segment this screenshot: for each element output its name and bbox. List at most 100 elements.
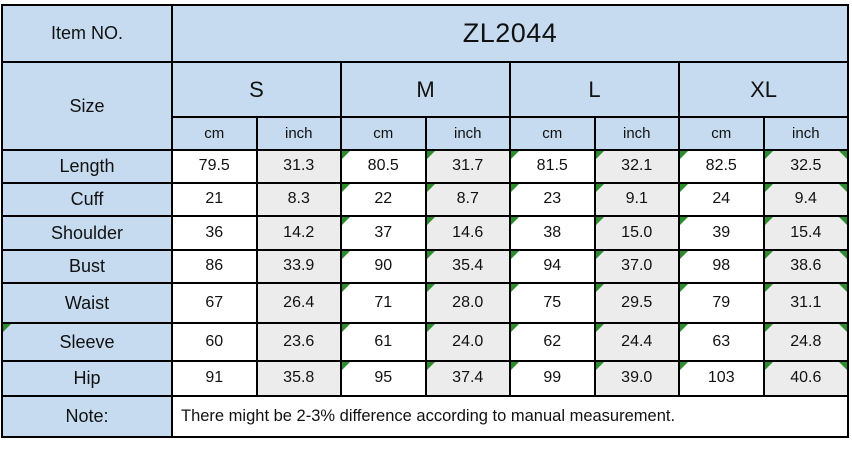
value-cell: 79: [678, 282, 765, 324]
value-cell: 29.5: [593, 282, 680, 324]
size-header-s: S: [171, 61, 342, 118]
cell-corner-flag-icon: [680, 325, 688, 332]
value-cell: 90: [340, 249, 427, 284]
value-cell: 37.0: [593, 249, 680, 284]
cell-corner-flag-icon: [427, 325, 435, 332]
cell-corner-flag-icon: [511, 252, 519, 259]
value-cell: 35.4: [424, 249, 511, 284]
value-cell: 15.4: [762, 215, 850, 251]
value-cell: 98: [678, 249, 765, 284]
row-label-waist: Waist: [1, 282, 173, 324]
value-cell: 22: [340, 182, 427, 217]
cell-corner-flag-icon: [839, 325, 847, 332]
cell-corner-flag-icon: [839, 363, 847, 370]
cell-corner-flag-icon: [427, 218, 435, 225]
size-header-row: Size S M L XL: [1, 61, 850, 151]
value-cell: 60: [171, 322, 258, 362]
unit-header-inch: inch: [255, 116, 342, 151]
value-cell: 28.0: [424, 282, 511, 324]
cell-corner-flag-icon: [839, 218, 847, 225]
cell-corner-flag-icon: [765, 285, 773, 292]
note-row: Note: There might be 2-3% difference acc…: [1, 395, 850, 438]
value-cell: 37: [340, 215, 427, 251]
value-cell: 15.0: [593, 215, 680, 251]
item-no-label: Item NO.: [1, 4, 173, 63]
value-cell: 71: [340, 282, 427, 324]
cell-corner-flag-icon: [427, 252, 435, 259]
table-row-waist: Waist 67 26.4 71 28.0 75 29.5 79 31.1: [1, 282, 850, 324]
cell-corner-flag-icon: [427, 152, 435, 159]
value-cell: 31.1: [762, 282, 850, 324]
size-chart-table: Item NO. ZL2044 Size S M L XL cm inch cm…: [1, 4, 850, 438]
value-cell: 39: [678, 215, 765, 251]
value-cell: 40.6: [762, 360, 850, 397]
cell-corner-flag-icon: [596, 218, 604, 225]
cell-corner-flag-icon: [680, 363, 688, 370]
value-cell: 61: [340, 322, 427, 362]
row-label-sleeve: Sleeve: [1, 322, 173, 362]
row-label-length: Length: [1, 149, 173, 184]
cell-corner-flag-icon: [596, 325, 604, 332]
cell-corner-flag-icon: [839, 252, 847, 259]
value-cell: 31.3: [255, 149, 342, 184]
cell-corner-flag-icon: [680, 152, 688, 159]
table-row-bust: Bust 86 33.9 90 35.4 94 37.0 98 38.6: [1, 249, 850, 284]
value-cell: 35.8: [255, 360, 342, 397]
cell-corner-flag-icon: [596, 285, 604, 292]
value-cell: 32.1: [593, 149, 680, 184]
value-cell: 8.3: [255, 182, 342, 217]
note-label: Note:: [1, 395, 173, 438]
unit-header-cm: cm: [171, 116, 258, 151]
cell-corner-flag-icon: [596, 152, 604, 159]
cell-corner-flag-icon: [342, 185, 350, 192]
cell-corner-flag-icon: [342, 363, 350, 370]
cell-corner-flag-icon: [511, 185, 519, 192]
value-cell: 86: [171, 249, 258, 284]
value-cell: 9.1: [593, 182, 680, 217]
cell-corner-flag-icon: [765, 325, 773, 332]
table-row-cuff: Cuff 21 8.3 22 8.7 23 9.1 24 9.4: [1, 182, 850, 217]
value-cell: 103: [678, 360, 765, 397]
row-label-shoulder: Shoulder: [1, 215, 173, 251]
size-label: Size: [1, 61, 173, 151]
cell-corner-flag-icon: [427, 363, 435, 370]
row-label-bust: Bust: [1, 249, 173, 284]
value-cell: 79.5: [171, 149, 258, 184]
cell-corner-flag-icon: [342, 152, 350, 159]
cell-corner-flag-icon: [680, 285, 688, 292]
unit-header-inch: inch: [593, 116, 680, 151]
cell-corner-flag-icon: [342, 252, 350, 259]
cell-corner-flag-icon: [765, 252, 773, 259]
cell-corner-flag-icon: [596, 185, 604, 192]
value-cell: 21: [171, 182, 258, 217]
value-cell: 23: [509, 182, 596, 217]
cell-corner-flag-icon: [342, 285, 350, 292]
cell-corner-flag-icon: [511, 285, 519, 292]
value-cell: 95: [340, 360, 427, 397]
cell-corner-flag-icon: [839, 152, 847, 159]
cell-corner-flag-icon: [765, 363, 773, 370]
cell-corner-flag-icon: [427, 185, 435, 192]
value-cell: 38: [509, 215, 596, 251]
value-cell: 31.7: [424, 149, 511, 184]
size-header-m: M: [340, 61, 511, 118]
unit-header-cm: cm: [678, 116, 765, 151]
cell-corner-flag-icon: [765, 185, 773, 192]
unit-header-row: cm inch cm inch cm inch cm inch: [2, 116, 850, 151]
value-cell: 24.8: [762, 322, 850, 362]
value-cell: 38.6: [762, 249, 850, 284]
cell-corner-flag-icon: [839, 185, 847, 192]
cell-corner-flag-icon: [511, 363, 519, 370]
row-label-cuff: Cuff: [1, 182, 173, 217]
value-cell: 75: [509, 282, 596, 324]
cell-corner-flag-icon: [342, 218, 350, 225]
value-cell: 37.4: [424, 360, 511, 397]
item-row: Item NO. ZL2044: [1, 4, 850, 63]
value-cell: 36: [171, 215, 258, 251]
cell-corner-flag-icon: [596, 363, 604, 370]
cell-corner-flag-icon: [765, 152, 773, 159]
cell-corner-flag-icon: [680, 218, 688, 225]
value-cell: 94: [509, 249, 596, 284]
table-row-shoulder: Shoulder 36 14.2 37 14.6 38 15.0 39 15.4: [1, 215, 850, 251]
value-cell: 8.7: [424, 182, 511, 217]
